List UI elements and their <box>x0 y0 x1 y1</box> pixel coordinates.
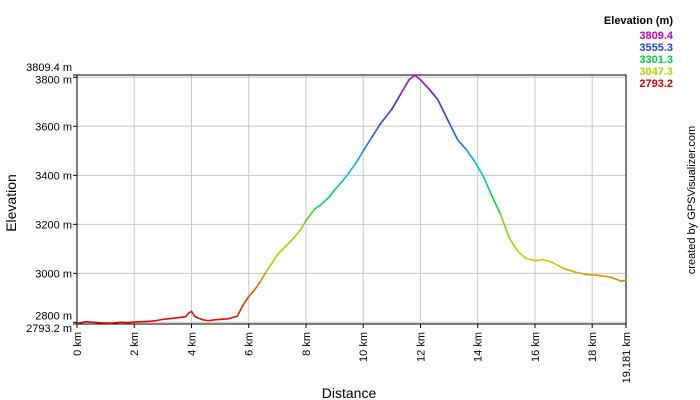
elevation-line-segment <box>379 108 393 125</box>
elevation-line-segment <box>614 277 622 282</box>
elevation-line-segment <box>110 321 121 325</box>
elevation-line-segment <box>76 321 87 325</box>
x-tick-label: 10 km <box>358 332 370 362</box>
elevation-line-segment <box>399 78 410 96</box>
elevation-line-segment <box>333 179 344 191</box>
elevation-line-segment <box>179 315 187 319</box>
elevation-line-segment <box>236 304 244 318</box>
elevation-line-segment <box>93 321 104 324</box>
legend-title: Elevation (m) <box>604 15 673 27</box>
elevation-line-segment <box>162 317 173 321</box>
elevation-line-segment <box>482 175 493 197</box>
elevation-line-segment <box>574 271 588 276</box>
y-tick-label: 2793.2 m <box>26 323 72 335</box>
elevation-line-segment <box>508 236 519 253</box>
legend: Elevation (m) 3809.43555.33301.33047.327… <box>604 15 674 90</box>
x-tick-label: 4 km <box>186 332 198 356</box>
elevation-line-segment <box>247 289 256 298</box>
elevation-line-segment <box>313 204 322 210</box>
legend-entry: 3047.3 <box>639 66 673 78</box>
y-axis-title: Elevation <box>3 174 19 232</box>
legend-entry: 2793.2 <box>639 78 673 90</box>
elevation-line-segment <box>551 261 565 270</box>
y-tick-label: 3200 m <box>35 219 72 231</box>
elevation-line-segment <box>562 267 576 273</box>
y-tick-label: 3400 m <box>35 170 72 182</box>
elevation-line-segment <box>525 257 536 262</box>
x-tick-label: 14 km <box>473 332 485 362</box>
elevation-line-segment <box>456 138 468 151</box>
x-tick-label: 8 km <box>301 332 313 356</box>
credit-text: created by GPSVisualizer.com <box>686 126 698 274</box>
elevation-line-segment <box>342 172 350 182</box>
x-tick-label: 19.181 km <box>621 332 633 383</box>
x-tick-label: 16 km <box>530 332 542 362</box>
x-axis: 0 km 2 km 4 km 6 km 8 km 10 km 12 km 14 km 16 km… <box>72 324 633 383</box>
elevation-line-segment <box>202 319 210 322</box>
elevation-line-segment <box>290 229 302 242</box>
legend-entry: 3301.3 <box>639 54 673 66</box>
elevation-line-segment <box>196 316 204 321</box>
elevation-line-segment <box>585 273 599 277</box>
y-tick-label: 3800 m <box>35 74 72 86</box>
x-tick-label: 2 km <box>129 332 141 356</box>
elevation-line-segment <box>371 123 382 139</box>
elevation-line-segment <box>597 274 611 278</box>
elevation-line-segment <box>408 74 416 81</box>
plot-area <box>76 74 627 325</box>
legend-entry: 3809.4 <box>639 30 674 42</box>
series-layer <box>76 74 627 325</box>
x-tick-label: 0 km <box>72 332 84 356</box>
elevation-line-segment <box>491 195 502 216</box>
elevation-line-segment <box>270 254 279 265</box>
elevation-line-segment <box>170 316 181 320</box>
elevation-line-segment <box>534 259 545 262</box>
elevation-line-segment <box>259 271 267 283</box>
elevation-line-segment <box>276 248 284 256</box>
elevation-line-segment <box>305 208 316 222</box>
elevation-line-segment <box>608 276 616 280</box>
elevation-line-segment <box>542 259 553 264</box>
elevation-line-segment <box>499 213 510 239</box>
elevation-line-segment <box>328 189 336 199</box>
elevation-line-segment <box>282 239 293 250</box>
x-tick-label: 6 km <box>244 332 256 356</box>
elevation-line-segment <box>448 121 459 141</box>
elevation-line-segment <box>190 310 196 317</box>
elevation-line-segment <box>153 318 164 322</box>
elevation-line-segment <box>348 159 359 174</box>
elevation-line-segment <box>419 78 430 90</box>
elevation-line-segment <box>362 136 373 152</box>
elevation-line-segment <box>319 196 330 207</box>
y-tick-label: 3809.4 m <box>26 62 72 74</box>
elevation-line-segment <box>391 93 402 110</box>
elevation-line-segment <box>219 317 230 321</box>
elevation-line-segment <box>253 281 261 291</box>
elevation-line-segment <box>516 250 528 260</box>
grid <box>77 75 626 324</box>
y-tick-label: 3000 m <box>35 268 72 280</box>
elevation-line-segment <box>474 161 485 178</box>
elevation-line-segment <box>356 150 365 162</box>
y-tick-label: 2800 m <box>35 310 72 322</box>
elevation-line-segment <box>413 74 422 81</box>
elevation-line-segment <box>299 219 307 232</box>
elevation-line-segment <box>144 320 156 323</box>
x-tick-label: 18 km <box>587 332 599 362</box>
elevation-line-segment <box>620 279 627 282</box>
legend-entry: 3555.3 <box>639 42 673 54</box>
elevation-line-segment <box>207 319 216 322</box>
elevation-line-segment <box>428 88 439 101</box>
elevation-line-segment <box>227 315 239 320</box>
elevation-line-segment <box>465 148 476 163</box>
elevation-line-segment <box>127 321 138 324</box>
x-tick-label: 12 km <box>415 332 427 362</box>
y-tick-label: 3600 m <box>35 121 72 133</box>
elevation-line-segment <box>242 295 250 306</box>
elevation-line-segment <box>436 98 450 124</box>
x-axis-title: Distance <box>322 385 377 400</box>
elevation-line-segment <box>265 262 273 273</box>
